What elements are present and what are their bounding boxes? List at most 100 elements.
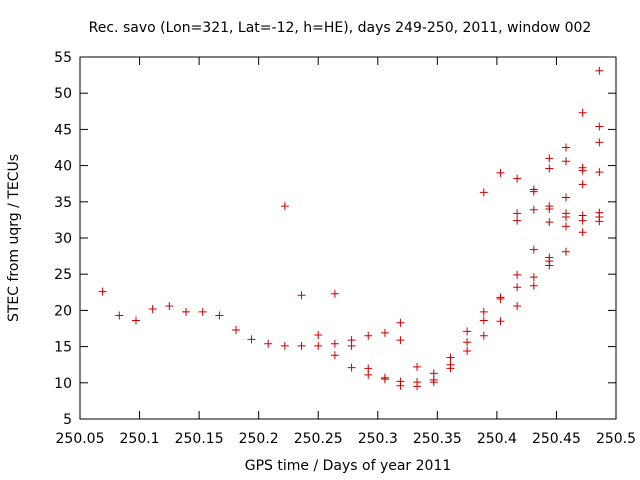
data-point: [165, 302, 174, 311]
y-tick-label: 25: [54, 267, 72, 283]
y-tick-label: 35: [54, 195, 72, 211]
data-point: [463, 327, 472, 336]
data-point: [314, 341, 323, 350]
x-axis-ticks: 250.05 250.1 250.15 250.2 250.25 250.3 250.35 2…: [56, 57, 636, 447]
y-tick-label: 30: [54, 231, 72, 247]
data-point: [314, 331, 323, 340]
data-point: [232, 325, 241, 334]
data-point: [396, 377, 405, 386]
data-point: [561, 143, 570, 152]
data-point: [413, 378, 422, 387]
chart-title: Rec. savo (Lon=321, Lat=-12, h=HE), days…: [89, 20, 592, 36]
data-point: [496, 317, 505, 326]
y-axis-label: STEC from uqrg / TECUs: [6, 154, 22, 322]
data-point: [364, 364, 373, 373]
x-tick-label: 250.15: [175, 431, 224, 447]
data-point: [513, 209, 522, 218]
x-tick-label: 250.1: [120, 431, 160, 447]
x-axis-label: GPS time / Days of year 2011: [245, 458, 452, 474]
x-tick-label: 250.05: [56, 431, 105, 447]
y-tick-label: 40: [54, 159, 72, 175]
data-point: [513, 174, 522, 183]
data-point: [578, 163, 587, 172]
data-point: [529, 281, 538, 290]
data-point: [561, 157, 570, 166]
data-point: [396, 336, 405, 345]
data-point: [182, 307, 191, 316]
data-point: [545, 218, 554, 227]
data-point: [98, 287, 107, 296]
x-tick-label: 250.5: [596, 431, 636, 447]
data-point: [595, 168, 604, 177]
data-point: [513, 283, 522, 292]
y-tick-label: 50: [54, 86, 72, 102]
x-tick-label: 250.35: [413, 431, 462, 447]
data-point: [578, 108, 587, 117]
y-axis-ticks: 5 10 15 20 25 30 35 40 45 50 55: [54, 50, 616, 428]
data-point: [131, 316, 140, 325]
data-point: [446, 360, 455, 369]
data-point: [529, 273, 538, 282]
data-point: [561, 193, 570, 202]
data-point: [297, 291, 306, 300]
data-point: [496, 293, 505, 302]
y-tick-label: 10: [54, 376, 72, 392]
y-tick-label: 20: [54, 303, 72, 319]
data-point: [545, 154, 554, 163]
data-point: [595, 122, 604, 131]
data-point: [513, 216, 522, 225]
data-point: [578, 211, 587, 220]
x-tick-label: 250.45: [532, 431, 581, 447]
data-point: [479, 307, 488, 316]
data-point: [513, 270, 522, 279]
data-point: [496, 168, 505, 177]
data-point: [545, 253, 554, 262]
y-tick-label: 5: [63, 412, 72, 428]
data-point: [595, 138, 604, 147]
data-point: [280, 341, 289, 350]
data-point: [247, 335, 256, 344]
y-tick-label: 15: [54, 340, 72, 356]
data-point: [463, 346, 472, 355]
data-point: [529, 205, 538, 214]
data-point: [380, 373, 389, 382]
data-point: [446, 353, 455, 362]
x-tick-label: 250.2: [239, 431, 279, 447]
data-point: [479, 316, 488, 325]
data-point: [463, 338, 472, 347]
data-point: [545, 202, 554, 211]
data-point: [595, 66, 604, 75]
data-point: [115, 311, 124, 320]
data-point: [479, 331, 488, 340]
data-point: [148, 304, 157, 313]
data-point: [479, 188, 488, 197]
data-point: [595, 208, 604, 217]
x-tick-label: 250.3: [358, 431, 398, 447]
data-point: [545, 164, 554, 173]
data-point: [529, 185, 538, 194]
data-point: [347, 363, 356, 372]
data-point: [561, 222, 570, 231]
data-point: [330, 351, 339, 360]
data-point: [330, 289, 339, 298]
data-point: [561, 209, 570, 218]
data-point: [429, 369, 438, 378]
y-tick-label: 45: [54, 122, 72, 138]
plot-frame: [79, 56, 617, 420]
data-point: [198, 307, 207, 316]
data-point: [578, 180, 587, 189]
x-tick-label: 250.25: [294, 431, 343, 447]
data-point: [347, 336, 356, 345]
y-tick-label: 55: [54, 50, 72, 66]
data-point: [561, 247, 570, 256]
data-point: [215, 311, 224, 320]
data-point: [380, 328, 389, 337]
data-points: [98, 66, 604, 391]
data-point: [364, 331, 373, 340]
x-tick-label: 250.4: [477, 431, 517, 447]
data-point: [264, 339, 273, 348]
data-point: [297, 341, 306, 350]
data-point: [529, 245, 538, 254]
data-point: [396, 318, 405, 327]
